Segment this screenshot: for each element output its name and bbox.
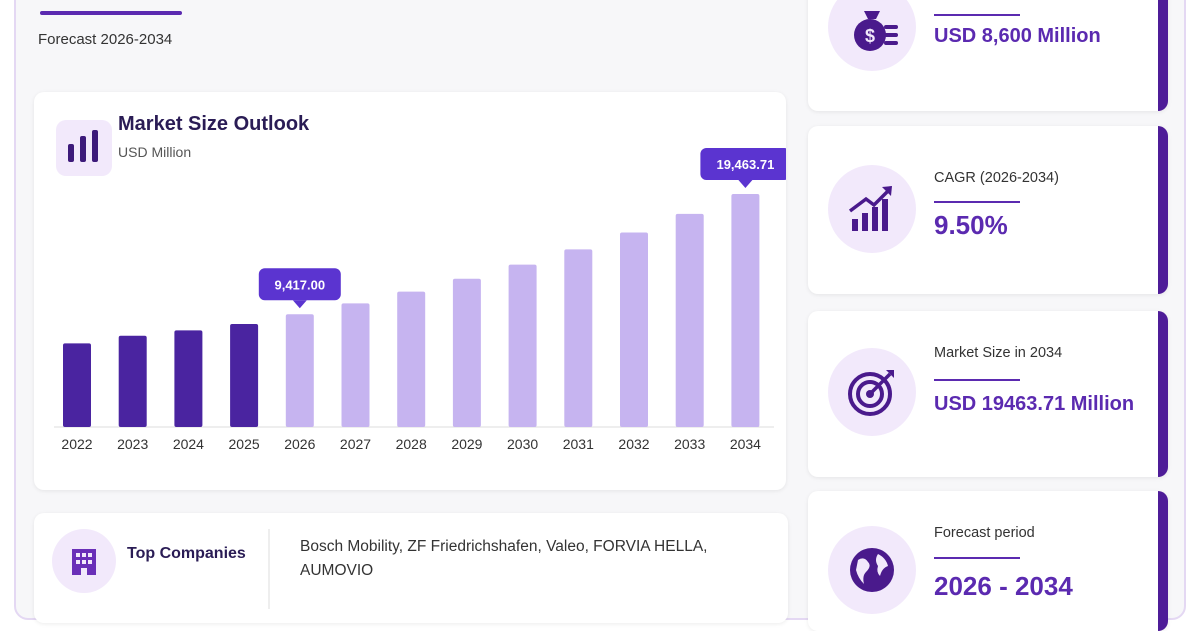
bar-2032 — [620, 232, 648, 427]
stat-value: 9.50% — [934, 210, 1008, 240]
x-tick-label: 2025 — [229, 436, 260, 452]
x-tick-label: 2027 — [340, 436, 371, 452]
bar-2025 — [230, 324, 259, 427]
bar-2023 — [118, 335, 147, 427]
stat-label: Market Size in 2034 — [934, 345, 1063, 361]
x-tick-label: 2022 — [61, 436, 92, 452]
bar-2028 — [397, 291, 426, 427]
callout-label: 19,463.71 — [716, 157, 774, 172]
forecast-label: Forecast 2026-2034 — [38, 31, 173, 48]
target-icon — [828, 348, 916, 436]
stat-label: Forecast period — [934, 525, 1035, 541]
bar-2033 — [675, 213, 704, 427]
x-tick-label: 2031 — [563, 436, 594, 452]
top-companies-list: Bosch Mobility, ZF Friedrichshafen, Vale… — [300, 538, 708, 579]
callout-2034: 19,463.71 — [700, 148, 786, 188]
bar-2022 — [63, 343, 91, 427]
building-icon — [52, 529, 116, 593]
stat-rule — [934, 14, 1020, 16]
stat-rule — [934, 557, 1020, 559]
stat-rule — [934, 379, 1020, 381]
stat-card-market-size-2034: Market Size in 2034 USD 19463.71 Million — [808, 311, 1168, 477]
chart-unit: USD Million — [118, 144, 192, 160]
market-size-chart-card: Market Size Outlook USD Million 2022 2023… — [34, 92, 786, 490]
x-tick-label: 2032 — [618, 436, 649, 452]
stat-value: USD 19463.71 Million — [934, 393, 1135, 415]
stat-value: 2026 - 2034 — [934, 571, 1073, 601]
money-bag-icon: $ — [828, 0, 916, 71]
x-tick-label: 2030 — [507, 436, 538, 452]
x-tick-label: 2028 — [396, 436, 427, 452]
bar-2030 — [508, 264, 537, 427]
top-companies-label: Top Companies — [127, 545, 246, 562]
divider — [268, 529, 270, 609]
bar-2034 — [731, 194, 760, 427]
chart-title: Market Size Outlook — [118, 113, 310, 135]
stat-value: USD 8,600 Million — [934, 25, 1101, 47]
svg-text:$: $ — [865, 26, 875, 46]
growth-chart-icon — [828, 165, 916, 253]
callout-2026: 9,417.00 — [258, 268, 341, 309]
x-tick-label: 2023 — [117, 436, 148, 452]
bar-chart: 2022 2023 2024 2025 2026 2027 2028 2029 2030 2031… — [54, 148, 786, 452]
bar-chart-icon — [56, 120, 112, 176]
bar-2024 — [174, 330, 203, 427]
top-companies-card: Top Companies Bosch Mobility, ZF Friedri… — [34, 513, 788, 623]
x-tick-label: 2033 — [674, 436, 705, 452]
stat-card-market-size-2025: $ USD 8,600 Million — [808, 0, 1168, 111]
globe-icon — [828, 526, 916, 614]
stat-card-forecast-period: Forecast period 2026 - 2034 — [808, 491, 1168, 631]
bar-2029 — [452, 278, 481, 427]
bar-2026 — [285, 314, 314, 427]
x-tick-label: 2029 — [451, 436, 482, 452]
title-underline — [40, 11, 182, 15]
bar-2027 — [341, 303, 370, 427]
x-tick-label: 2024 — [173, 436, 204, 452]
x-tick-label: 2026 — [284, 436, 315, 452]
stat-label: CAGR (2026-2034) — [934, 170, 1059, 186]
callout-label: 9,417.00 — [274, 277, 325, 292]
x-tick-label: 2034 — [730, 436, 761, 452]
stat-card-cagr: CAGR (2026-2034) 9.50% — [808, 126, 1168, 294]
stat-rule — [934, 201, 1020, 203]
bar-2031 — [564, 249, 593, 427]
